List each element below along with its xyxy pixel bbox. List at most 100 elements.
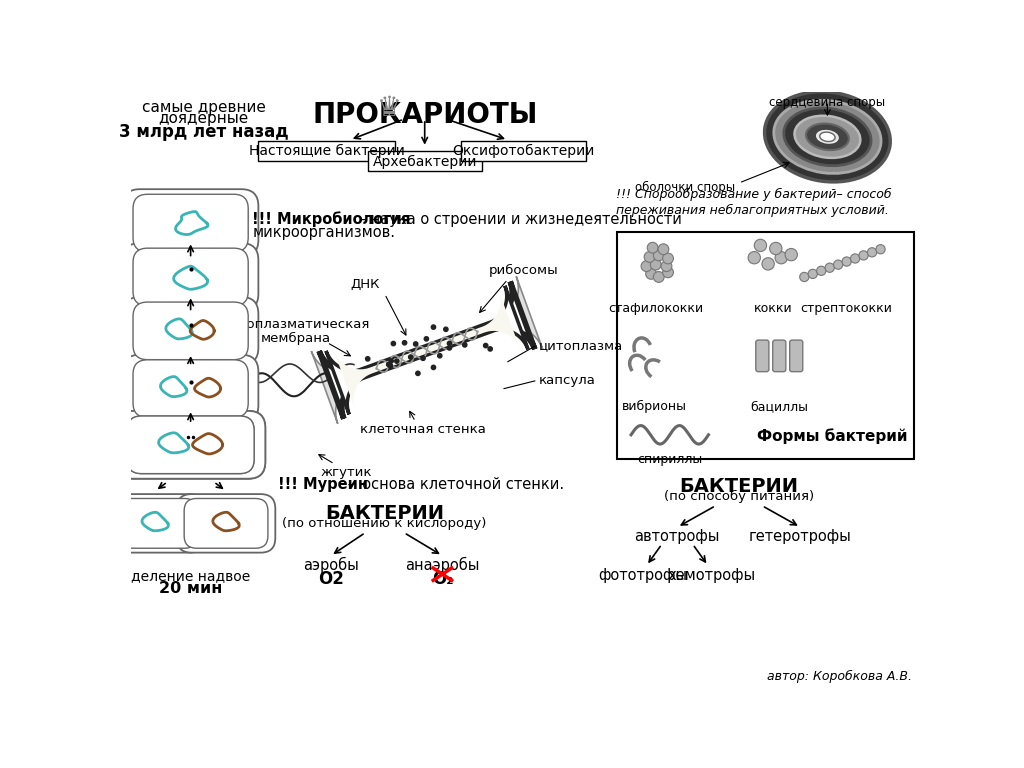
- Circle shape: [650, 260, 662, 270]
- Text: фототрофы: фототрофы: [598, 568, 687, 583]
- Circle shape: [663, 267, 674, 278]
- Text: цитоплазматическая
мембрана: цитоплазматическая мембрана: [222, 317, 371, 345]
- Text: !!! Муреин: !!! Муреин: [279, 477, 369, 492]
- Circle shape: [443, 327, 449, 332]
- Ellipse shape: [806, 124, 849, 150]
- Text: 20 мин: 20 мин: [159, 581, 222, 596]
- FancyBboxPatch shape: [617, 232, 913, 459]
- Circle shape: [647, 243, 658, 253]
- Text: деление надвое: деление надвое: [131, 570, 250, 584]
- Circle shape: [414, 342, 418, 346]
- Text: вибрионы: вибрионы: [622, 400, 687, 413]
- Text: БАКТЕРИИ: БАКТЕРИИ: [326, 504, 444, 523]
- FancyBboxPatch shape: [123, 189, 258, 257]
- FancyBboxPatch shape: [184, 498, 268, 548]
- Text: (по способу питания): (по способу питания): [664, 490, 814, 503]
- Text: Настоящие бактерии: Настоящие бактерии: [249, 144, 404, 157]
- Circle shape: [775, 252, 787, 264]
- FancyBboxPatch shape: [368, 151, 481, 171]
- Text: -  основа клеточной стенки.: - основа клеточной стенки.: [343, 477, 564, 492]
- Circle shape: [447, 341, 452, 346]
- Text: !!! Спорообразование у бактерий– способ
переживания неблагоприятных условий.: !!! Спорообразование у бактерий– способ …: [615, 188, 891, 217]
- Text: стафилококки: стафилококки: [608, 302, 703, 315]
- Text: стрептококки: стрептококки: [801, 302, 893, 315]
- Text: О₂: О₂: [432, 570, 454, 588]
- Text: автор: Коробкова А.В.: автор: Коробкова А.В.: [767, 670, 912, 683]
- Circle shape: [394, 359, 399, 363]
- Text: спириллы: спириллы: [637, 452, 702, 465]
- Circle shape: [431, 325, 435, 329]
- Circle shape: [646, 269, 656, 280]
- Circle shape: [409, 355, 413, 359]
- FancyBboxPatch shape: [773, 340, 785, 372]
- FancyBboxPatch shape: [123, 297, 258, 365]
- FancyBboxPatch shape: [116, 411, 265, 478]
- Polygon shape: [326, 286, 528, 414]
- Text: оболочки споры: оболочки споры: [635, 180, 735, 194]
- Circle shape: [859, 251, 868, 260]
- Text: хемотрофы: хемотрофы: [668, 568, 756, 583]
- Text: Архебактерии: Архебактерии: [373, 154, 477, 168]
- Text: аэробы: аэробы: [303, 558, 358, 574]
- Text: клеточная стенка: клеточная стенка: [360, 423, 486, 436]
- Circle shape: [749, 252, 761, 264]
- Text: сердцевина споры: сердцевина споры: [769, 96, 886, 109]
- FancyBboxPatch shape: [116, 411, 265, 478]
- Text: Оксифотобактерии: Оксифотобактерии: [452, 144, 595, 157]
- Text: цитоплазма: цитоплазма: [539, 339, 623, 353]
- Ellipse shape: [765, 91, 890, 182]
- Circle shape: [463, 343, 467, 347]
- Text: капсула: капсула: [539, 375, 596, 387]
- Circle shape: [800, 273, 809, 282]
- Circle shape: [755, 239, 767, 252]
- Ellipse shape: [774, 100, 881, 174]
- Text: жгутик: жгутик: [321, 465, 372, 478]
- Circle shape: [644, 252, 655, 263]
- Text: ♛: ♛: [377, 94, 401, 122]
- Text: !!! Микробиология: !!! Микробиология: [252, 211, 411, 227]
- Circle shape: [653, 272, 665, 283]
- Circle shape: [483, 343, 487, 348]
- Circle shape: [658, 244, 669, 255]
- FancyBboxPatch shape: [105, 494, 205, 553]
- Text: анаэробы: анаэробы: [406, 558, 479, 574]
- Polygon shape: [334, 291, 520, 409]
- Text: автотрофы: автотрофы: [635, 528, 720, 544]
- FancyBboxPatch shape: [127, 416, 254, 474]
- Circle shape: [808, 270, 817, 279]
- Circle shape: [876, 245, 885, 254]
- Circle shape: [770, 243, 782, 255]
- Text: (по отношению к кислороду): (по отношению к кислороду): [283, 517, 486, 530]
- FancyBboxPatch shape: [258, 141, 395, 161]
- Text: О2: О2: [317, 570, 344, 588]
- Text: микроорганизмов.: микроорганизмов.: [252, 224, 395, 240]
- Circle shape: [389, 359, 393, 363]
- Text: кокки: кокки: [754, 302, 792, 315]
- FancyBboxPatch shape: [461, 141, 586, 161]
- FancyBboxPatch shape: [127, 416, 254, 474]
- Circle shape: [825, 263, 835, 273]
- Circle shape: [437, 353, 442, 358]
- Text: самые древние: самые древние: [141, 100, 265, 115]
- Circle shape: [488, 347, 493, 351]
- FancyBboxPatch shape: [133, 360, 248, 418]
- Circle shape: [662, 261, 672, 272]
- Ellipse shape: [783, 108, 871, 166]
- Circle shape: [663, 253, 674, 264]
- Circle shape: [641, 261, 652, 272]
- FancyBboxPatch shape: [133, 194, 248, 252]
- Text: ПРОКАРИОТЫ: ПРОКАРИОТЫ: [312, 101, 538, 129]
- FancyBboxPatch shape: [177, 494, 275, 553]
- Circle shape: [386, 362, 391, 366]
- Circle shape: [388, 363, 392, 368]
- Circle shape: [421, 356, 425, 360]
- FancyBboxPatch shape: [756, 340, 769, 372]
- Text: гетеротрофы: гетеротрофы: [750, 528, 852, 544]
- Circle shape: [424, 336, 428, 341]
- Ellipse shape: [817, 131, 838, 143]
- Text: бациллы: бациллы: [750, 400, 808, 413]
- FancyBboxPatch shape: [133, 302, 248, 359]
- FancyBboxPatch shape: [123, 355, 258, 422]
- Text: БАКТЕРИИ: БАКТЕРИИ: [679, 477, 799, 496]
- Polygon shape: [311, 276, 543, 424]
